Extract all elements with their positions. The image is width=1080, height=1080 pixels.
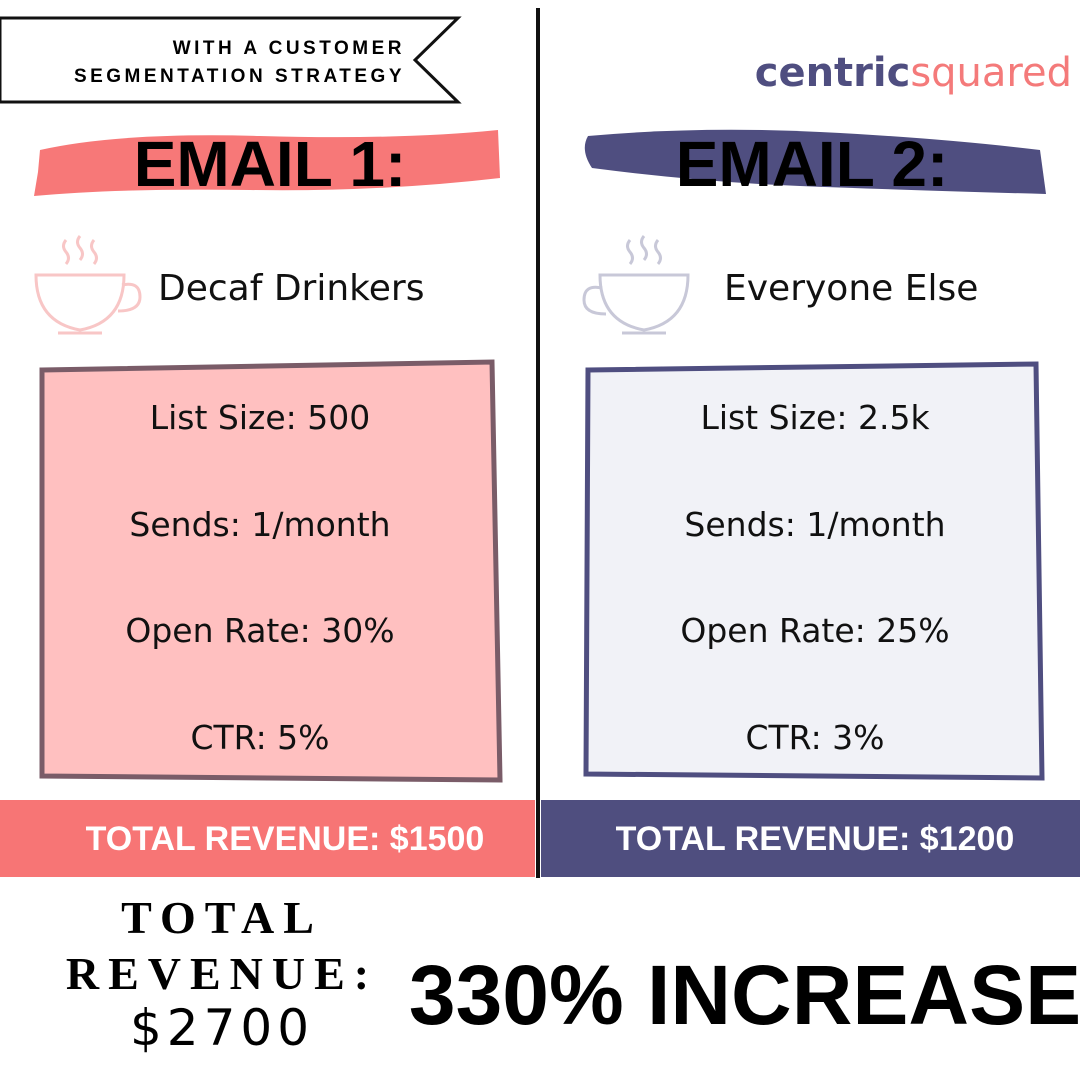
- stat-line: Open Rate: 25%: [680, 611, 949, 650]
- stat-line: List Size: 500: [150, 398, 371, 437]
- increase: 330% INCREASE: [409, 948, 1080, 1042]
- stat-line: List Size: 2.5k: [700, 398, 930, 437]
- stats: List Size: 500 Sends: 1/month Open Rate: 3…: [125, 398, 949, 757]
- segment-label: Everyone Else: [724, 268, 978, 309]
- cup-icon: [582, 235, 690, 335]
- stat-line: Sends: 1/month: [129, 505, 390, 544]
- total-label: TOTAL: [121, 892, 323, 943]
- brush-stroke: [34, 130, 500, 196]
- brand-part: squared: [910, 50, 1072, 96]
- column-revenue: TOTAL REVENUE: $1500: [86, 820, 485, 858]
- revenue-bar: [0, 800, 535, 877]
- email-heading: EMAIL 1:: [134, 128, 407, 200]
- revenue-bar: [541, 800, 1080, 877]
- banner-shape: [0, 16, 462, 104]
- email-heading: EMAIL 2:: [676, 128, 949, 200]
- brand: centricsquared: [755, 50, 1072, 96]
- cup-icon: [34, 235, 142, 335]
- stat-line: CTR: 5%: [190, 718, 329, 757]
- stats-box: [583, 361, 1045, 781]
- column-revenue: TOTAL REVENUE: $1200: [616, 820, 1015, 858]
- total-label: REVENUE:: [66, 948, 378, 999]
- stat-line: Open Rate: 30%: [125, 611, 394, 650]
- stats-box: [39, 359, 503, 783]
- brush-stroke: [584, 129, 1046, 194]
- banner-line: SEGMENTATION STRATEGY: [74, 66, 405, 87]
- stat-line: Sends: 1/month: [684, 505, 945, 544]
- stat-line: CTR: 3%: [745, 718, 884, 757]
- banner-line: WITH A CUSTOMER: [173, 38, 405, 59]
- total-value: $2700: [130, 999, 314, 1057]
- segment-label: Decaf Drinkers: [158, 268, 424, 309]
- brand-part: centric: [755, 50, 911, 96]
